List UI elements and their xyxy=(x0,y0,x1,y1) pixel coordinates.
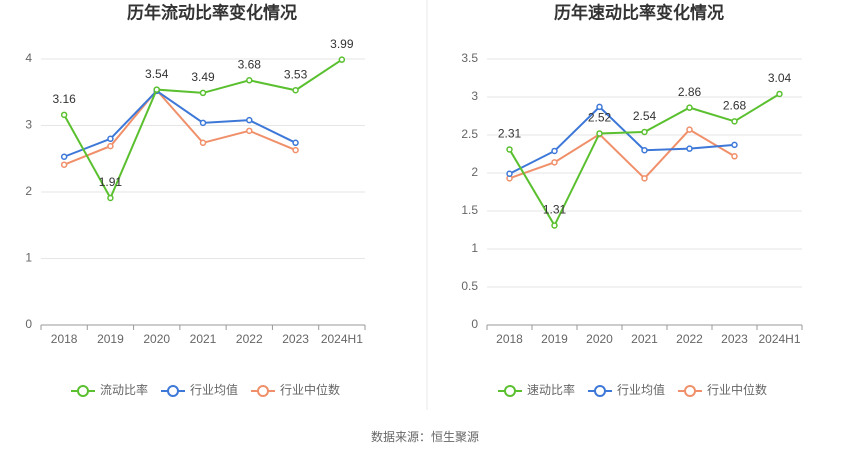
series-line xyxy=(509,105,735,175)
x-tick-label: 2021 xyxy=(631,332,658,346)
data-label: 3.99 xyxy=(330,37,354,51)
data-label: 3.53 xyxy=(284,67,308,81)
legend-label[interactable]: 行业中位数 xyxy=(707,382,767,397)
x-tick-label: 2019 xyxy=(541,332,568,346)
data-label: 3.54 xyxy=(145,67,169,81)
data-point xyxy=(686,145,693,152)
y-tick-label: 0 xyxy=(471,317,478,331)
data-point xyxy=(641,146,648,154)
series-line xyxy=(509,128,736,180)
data-point xyxy=(686,104,693,111)
source: 数据来源：恒生聚源 xyxy=(371,429,479,444)
data-point xyxy=(641,128,648,136)
data-point xyxy=(246,77,253,84)
data-point xyxy=(731,141,738,149)
x-tick-label: 2018 xyxy=(496,332,523,346)
chart-title: 历年速动比率变化情况 xyxy=(554,2,724,22)
data-point xyxy=(551,147,558,155)
data-point xyxy=(60,153,68,161)
chart-title: 历年流动比率变化情况 xyxy=(127,2,297,22)
data-point xyxy=(596,130,603,137)
data-point xyxy=(551,159,558,166)
legend-marker[interactable] xyxy=(77,385,89,397)
legend-marker[interactable] xyxy=(167,385,179,397)
x-tick-label: 2023 xyxy=(282,332,309,346)
data-point xyxy=(107,194,114,202)
data-point xyxy=(731,118,738,125)
y-tick-label: 1 xyxy=(471,241,478,255)
data-point xyxy=(60,111,68,119)
legend-marker[interactable] xyxy=(257,385,269,397)
x-tick-label: 2023 xyxy=(721,332,748,346)
x-tick-label: 2022 xyxy=(676,332,703,346)
legend-label[interactable]: 速动比率 xyxy=(527,382,575,397)
legend-marker[interactable] xyxy=(594,385,606,397)
data-label: 3.04 xyxy=(768,71,792,85)
data-point xyxy=(506,170,513,178)
data-point xyxy=(246,127,253,135)
data-point xyxy=(641,175,648,182)
y-tick-label: 2 xyxy=(25,184,32,198)
series-line xyxy=(63,89,297,158)
data-point xyxy=(776,90,783,98)
data-point xyxy=(596,103,603,111)
y-tick-label: 2.5 xyxy=(461,127,478,141)
data-point xyxy=(199,139,207,147)
data-point xyxy=(60,161,68,168)
data-label: 2.31 xyxy=(498,127,522,141)
x-tick-label: 2024H1 xyxy=(321,332,363,346)
legend-label[interactable]: 行业均值 xyxy=(190,382,238,397)
y-tick-label: 4 xyxy=(25,51,32,65)
data-point xyxy=(338,56,346,63)
y-tick-label: 3 xyxy=(471,89,478,103)
data-label: 1.31 xyxy=(543,203,567,217)
x-tick-label: 2021 xyxy=(190,332,217,346)
data-point xyxy=(292,146,299,154)
y-tick-label: 1 xyxy=(25,251,32,265)
data-point xyxy=(506,146,513,153)
data-label: 1.91 xyxy=(99,175,123,189)
data-point xyxy=(551,222,558,229)
x-tick-label: 2019 xyxy=(97,332,124,346)
data-point xyxy=(246,116,253,124)
data-label: 2.52 xyxy=(588,111,612,125)
data-point xyxy=(107,135,114,143)
data-point xyxy=(153,86,160,93)
legend-label[interactable]: 流动比率 xyxy=(100,382,148,397)
x-tick-label: 2022 xyxy=(236,332,263,346)
y-tick-label: 2 xyxy=(471,165,478,179)
data-point xyxy=(107,142,114,150)
data-label: 3.49 xyxy=(191,70,215,84)
x-tick-label: 2018 xyxy=(51,332,78,346)
y-tick-label: 0 xyxy=(25,317,32,331)
data-point xyxy=(199,119,207,127)
data-label: 3.68 xyxy=(238,57,262,71)
x-tick-label: 2024H1 xyxy=(758,332,800,346)
legend-label[interactable]: 行业均值 xyxy=(617,382,665,397)
x-tick-label: 2020 xyxy=(586,332,613,346)
data-point xyxy=(731,153,738,160)
data-point xyxy=(199,89,207,97)
legend-label[interactable]: 行业中位数 xyxy=(280,382,340,397)
legend-marker[interactable] xyxy=(504,385,516,397)
y-tick-label: 1.5 xyxy=(461,203,478,217)
y-tick-label: 3.5 xyxy=(461,51,478,65)
data-point xyxy=(686,126,693,133)
data-label: 3.16 xyxy=(52,92,76,106)
legend-marker[interactable] xyxy=(684,385,696,397)
data-point xyxy=(292,139,299,147)
data-point xyxy=(292,87,299,94)
data-label: 2.54 xyxy=(633,109,657,123)
y-tick-label: 3 xyxy=(25,118,32,132)
y-tick-label: 0.5 xyxy=(461,279,478,293)
series-line xyxy=(63,88,296,166)
data-label: 2.86 xyxy=(678,85,702,99)
data-label: 2.68 xyxy=(723,98,747,112)
x-tick-label: 2020 xyxy=(143,332,170,346)
